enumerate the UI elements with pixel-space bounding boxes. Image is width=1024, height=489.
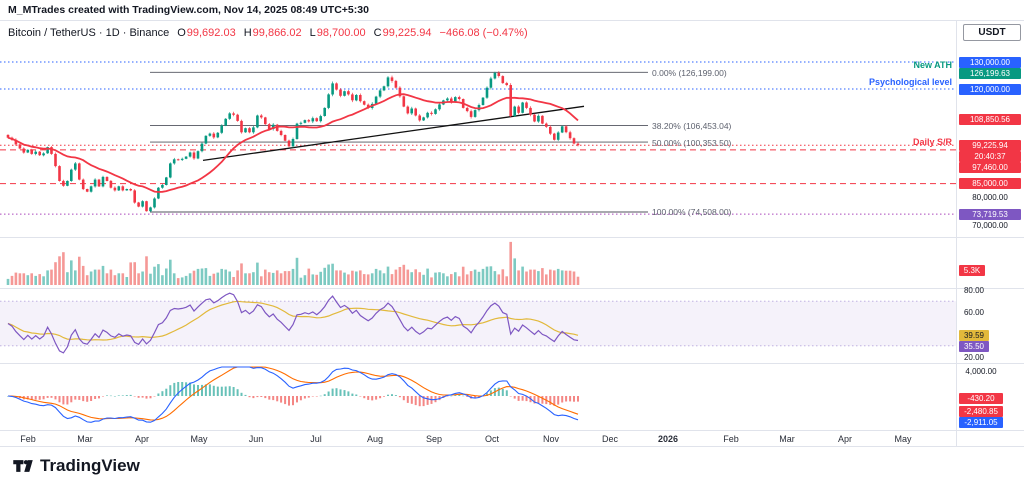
- macd-scale-label: -2,480.85: [959, 405, 1003, 417]
- trendline: [202, 105, 585, 162]
- annotation-new-ath: New ATH: [913, 60, 952, 71]
- ohlc-high: H99,866.02: [244, 27, 302, 39]
- time-axis-label: Feb: [20, 434, 36, 444]
- macd-pane: [7, 366, 579, 423]
- symbol-title[interactable]: Bitcoin / TetherUS · 1D · Binance: [8, 27, 170, 39]
- macd-scale-label: -2,911.05: [959, 416, 1003, 428]
- rsi-scale-label: 60.00: [963, 307, 985, 317]
- price-scale-label: 73,719.53: [959, 208, 1021, 220]
- ohlc-low: L98,700.00: [310, 27, 366, 39]
- separators: [0, 20, 1024, 447]
- price-scale-label: 80,000.00: [972, 192, 1008, 202]
- time-axis-label: Dec: [601, 434, 619, 444]
- time-axis-label: Feb: [723, 434, 739, 444]
- price-scale-label: 99,225.94: [959, 139, 1021, 151]
- time-axis-label: Apr: [837, 434, 853, 444]
- volume-scale-label: 5.3K: [959, 264, 985, 276]
- attribution-text: M_MTrades created with TradingView.com, …: [8, 4, 369, 16]
- fib-level-label: 100.00% (74,508.00): [652, 207, 732, 218]
- countdown-label: 20:40:37: [959, 150, 1021, 162]
- price-scale-label: 108,850.56: [959, 113, 1021, 125]
- time-axis-label: Aug: [366, 434, 384, 444]
- ma-line: [7, 93, 579, 193]
- ohlc-high-label: H: [243, 27, 252, 39]
- ohlc-close-value: 99,225.94: [382, 27, 432, 39]
- ohlc-high-value: 99,866.02: [252, 27, 302, 39]
- time-axis-label: Nov: [542, 434, 560, 444]
- volume-bars: [6, 241, 580, 285]
- candlesticks: [6, 71, 580, 212]
- price-scale-label: 130,000.00: [959, 56, 1021, 68]
- symbol-info-bar: Bitcoin / TetherUS · 1D · Binance O99,69…: [8, 27, 528, 39]
- price-scale-label: 70,000.00: [972, 220, 1008, 230]
- currency-button[interactable]: USDT: [963, 24, 1021, 41]
- ohlc-low-value: 98,700.00: [316, 27, 366, 39]
- tradingview-logo[interactable]: TradingView: [12, 456, 140, 476]
- fib-level-label: 50.00% (100,353.50): [652, 137, 732, 148]
- price-scale-label: 126,199.63: [959, 67, 1021, 79]
- rsi-scale-label: 35.50: [959, 340, 989, 352]
- time-axis-label: Apr: [134, 434, 150, 444]
- ohlc-open-value: 99,692.03: [186, 27, 236, 39]
- time-axis-label: 2026: [657, 434, 679, 444]
- annotation-psychological-level: Psychological level: [868, 77, 952, 88]
- time-axis-label: Sep: [425, 434, 443, 444]
- level-lines: [0, 61, 956, 215]
- ohlc-close-label: C: [373, 27, 382, 39]
- price-scale-label: 120,000.00: [959, 83, 1021, 95]
- ohlc-open: O99,692.03: [177, 27, 236, 39]
- fib-level-label: 0.00% (126,199.00): [652, 67, 727, 78]
- price-scale-label: 85,000.00: [959, 178, 1021, 190]
- rsi-scale-label: 39.59: [959, 329, 989, 341]
- time-axis-label: Jun: [248, 434, 264, 444]
- time-axis-label: May: [894, 434, 912, 444]
- ohlc-open-label: O: [177, 27, 186, 39]
- price-scale-label: 97,460.00: [959, 161, 1021, 173]
- rsi-pane: [0, 292, 956, 354]
- tradingview-logo-icon: [13, 460, 33, 472]
- macd-scale-label: -430.20: [959, 393, 1003, 405]
- time-axis-label: Jul: [310, 434, 322, 444]
- rsi-scale-label: 20.00: [963, 352, 985, 362]
- time-axis-label: Mar: [77, 434, 93, 444]
- change-value: −466.08 (−0.47%): [439, 27, 528, 39]
- ohlc-low-label: L: [309, 27, 316, 39]
- time-axis-label: Oct: [484, 434, 500, 444]
- fib-level-label: 38.20% (106,453.04): [652, 121, 732, 132]
- rsi-scale-label: 80.00: [963, 285, 985, 295]
- time-axis-label: Mar: [779, 434, 795, 444]
- tradingview-logo-text: TradingView: [40, 456, 140, 475]
- fib-lines: [150, 71, 648, 213]
- macd-scale-label: 4,000.00: [965, 366, 997, 376]
- ohlc-close: C99,225.94: [374, 27, 432, 39]
- annotation-daily-sr: Daily S/R: [912, 136, 952, 147]
- time-axis-label: May: [190, 434, 208, 444]
